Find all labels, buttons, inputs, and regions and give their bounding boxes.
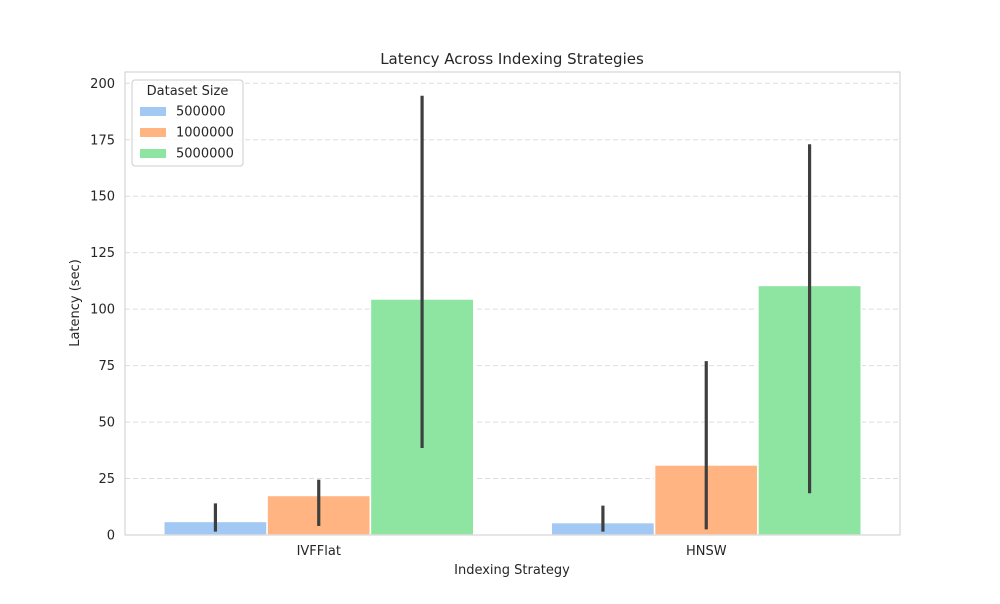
legend-label: 1000000 — [176, 126, 234, 141]
y-tick-label: 75 — [98, 359, 115, 374]
y-tick-label: 50 — [98, 416, 115, 431]
error-bars — [213, 95, 812, 532]
legend-label: 5000000 — [176, 147, 234, 162]
x-axis-label: Indexing Strategy — [454, 563, 570, 578]
bars — [163, 284, 863, 536]
legend-swatch — [140, 107, 166, 116]
legend-items: 500000 1000000 5000000 — [140, 105, 234, 162]
x-tick-label: HNSW — [686, 544, 727, 559]
x-tick-label: IVFFlat — [297, 544, 341, 559]
y-tick-label: 150 — [90, 190, 115, 205]
x-tick-labels: IVFFlat HNSW — [297, 544, 727, 559]
legend-title: Dataset Size — [147, 84, 229, 99]
y-tick-label: 100 — [90, 303, 115, 318]
legend: Dataset Size 500000 1000000 5000000 — [131, 79, 244, 167]
y-tick-labels: 0 25 50 75 100 125 150 175 200 — [90, 77, 115, 544]
legend-label: 500000 — [176, 105, 226, 120]
legend-box — [131, 79, 244, 167]
y-tick-label: 125 — [90, 246, 115, 261]
y-tick-label: 200 — [90, 77, 115, 92]
legend-swatch — [140, 128, 166, 137]
legend-swatch — [140, 149, 166, 158]
y-axis-label: Latency (sec) — [68, 259, 83, 347]
gridlines — [125, 82, 900, 536]
y-tick-label: 175 — [90, 133, 115, 148]
chart-title: Latency Across Indexing Strategies — [380, 50, 644, 68]
y-tick-label: 25 — [98, 472, 115, 487]
y-tick-label: 0 — [107, 529, 115, 544]
plot-frame — [124, 71, 901, 536]
